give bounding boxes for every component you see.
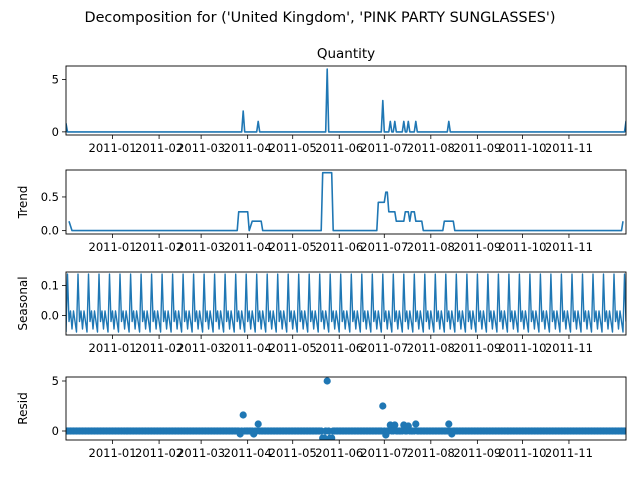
y-axis-label: Trend	[16, 186, 30, 220]
x-tick-label: 2011-01	[89, 446, 137, 460]
x-tick-label: 2011-04	[224, 141, 272, 155]
resid-point	[254, 420, 262, 428]
x-tick-label: 2011-02	[135, 446, 183, 460]
x-tick-label: 2011-09	[453, 141, 501, 155]
axes-frame	[65, 65, 627, 136]
x-tick-label: 2011-02	[135, 240, 183, 254]
x-tick-label: 2011-08	[407, 341, 455, 355]
resid-point	[320, 434, 328, 440]
x-tick-label: 2011-07	[360, 141, 408, 155]
chart-panel-4: 2011-012011-022011-032011-042011-052011-…	[16, 374, 627, 460]
x-tick-label: 2011-01	[89, 341, 137, 355]
x-tick-label: 2011-05	[269, 341, 317, 355]
data-group	[66, 68, 626, 133]
resid-point	[323, 377, 331, 385]
data-group	[68, 171, 624, 232]
data-group	[66, 377, 626, 440]
resid-point	[622, 427, 626, 435]
x-tick-label: 2011-04	[224, 341, 272, 355]
x-tick-label: 2011-05	[269, 240, 317, 254]
x-tick-label: 2011-11	[545, 240, 593, 254]
y-tick-label: 0.1	[41, 279, 59, 293]
resid-point	[445, 420, 453, 428]
x-tick-label: 2011-07	[360, 341, 408, 355]
y-tick-label: 0	[52, 424, 59, 438]
x-tick-label: 2011-03	[177, 341, 225, 355]
x-tick-label: 2011-06	[315, 341, 363, 355]
chart-panel-3: 2011-012011-022011-032011-042011-052011-…	[16, 271, 627, 355]
x-tick-label: 2011-03	[177, 141, 225, 155]
x-tick-label: 2011-09	[453, 446, 501, 460]
x-tick-label: 2011-09	[453, 341, 501, 355]
resid-point	[239, 411, 247, 419]
quantity-series-line	[66, 68, 626, 133]
x-tick-label: 2011-01	[89, 240, 137, 254]
x-tick-label: 2011-05	[269, 141, 317, 155]
trend-series-line	[68, 171, 624, 232]
y-tick-label: 0.0	[41, 309, 59, 323]
figure-suptitle: Decomposition for ('United Kingdom', 'PI…	[85, 10, 556, 26]
x-tick-label: 2011-02	[135, 141, 183, 155]
panels: 2011-012011-022011-032011-042011-052011-…	[16, 46, 627, 460]
y-tick-label: 0.5	[41, 190, 59, 204]
x-tick-label: 2011-08	[407, 240, 455, 254]
x-tick-label: 2011-05	[269, 446, 317, 460]
panel-title: Quantity	[317, 46, 375, 62]
x-tick-label: 2011-10	[498, 341, 546, 355]
x-tick-label: 2011-10	[498, 240, 546, 254]
axes-frame	[65, 169, 627, 235]
resid-point	[391, 421, 399, 429]
x-tick-label: 2011-06	[315, 240, 363, 254]
x-tick-label: 2011-08	[407, 446, 455, 460]
axes-frame	[65, 271, 627, 336]
x-tick-label: 2011-04	[224, 240, 272, 254]
x-tick-label: 2011-02	[135, 341, 183, 355]
x-tick-label: 2011-07	[360, 446, 408, 460]
y-tick-label: 5	[52, 374, 59, 388]
x-tick-label: 2011-07	[360, 240, 408, 254]
data-group	[66, 273, 626, 333]
y-tick-label: 5	[52, 73, 59, 87]
axes-frame	[65, 376, 627, 441]
x-tick-label: 2011-03	[177, 446, 225, 460]
y-axis-label: Resid	[16, 392, 30, 424]
resid-point	[328, 434, 336, 440]
x-tick-label: 2011-10	[498, 446, 546, 460]
chart-panel-2: 2011-012011-022011-032011-042011-052011-…	[16, 169, 627, 254]
x-tick-label: 2011-11	[545, 341, 593, 355]
x-tick-label: 2011-11	[545, 446, 593, 460]
resid-point	[412, 420, 420, 428]
x-tick-label: 2011-04	[224, 446, 272, 460]
x-tick-label: 2011-01	[89, 141, 137, 155]
y-tick-label: 0	[52, 125, 59, 139]
resid-point	[379, 402, 387, 410]
y-axis-label: Seasonal	[16, 276, 30, 330]
seasonal-series-line	[66, 273, 626, 333]
x-tick-label: 2011-10	[498, 141, 546, 155]
x-tick-label: 2011-06	[315, 141, 363, 155]
x-tick-label: 2011-06	[315, 446, 363, 460]
x-tick-label: 2011-11	[545, 141, 593, 155]
x-tick-label: 2011-09	[453, 240, 501, 254]
y-tick-label: 0.0	[41, 224, 59, 238]
chart-panel-1: 2011-012011-022011-032011-042011-052011-…	[52, 46, 627, 155]
x-tick-label: 2011-03	[177, 240, 225, 254]
x-tick-label: 2011-08	[407, 141, 455, 155]
